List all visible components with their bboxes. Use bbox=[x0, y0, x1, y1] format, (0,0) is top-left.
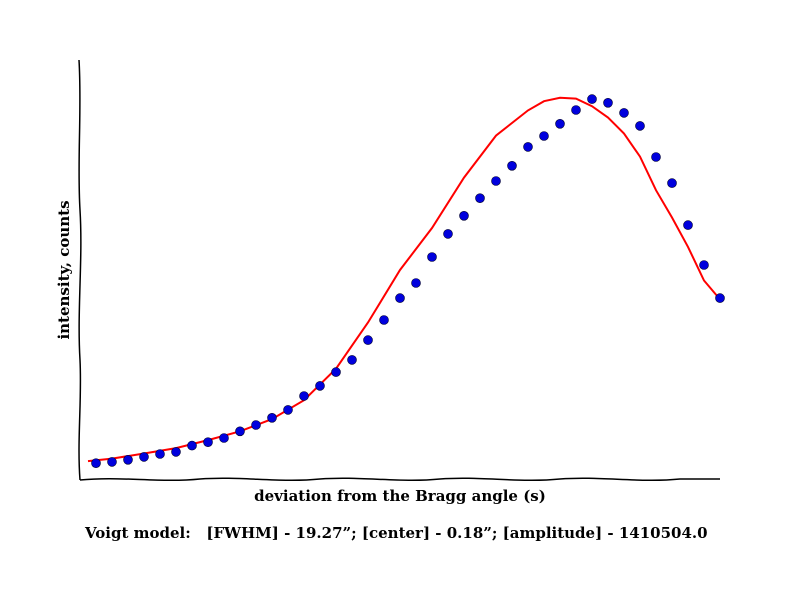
y-axis-label: intensity, counts bbox=[55, 200, 73, 339]
data-point bbox=[219, 433, 229, 443]
y-axis bbox=[78, 59, 82, 481]
data-point bbox=[315, 381, 325, 391]
points-layer bbox=[91, 94, 725, 469]
data-point bbox=[507, 161, 517, 171]
data-point bbox=[443, 229, 453, 239]
data-point bbox=[603, 98, 613, 108]
fit-curve bbox=[87, 96, 721, 463]
data-point bbox=[251, 420, 261, 430]
data-point bbox=[379, 315, 389, 325]
fit-layer bbox=[87, 96, 721, 463]
data-point bbox=[651, 152, 661, 162]
data-point bbox=[635, 121, 645, 131]
data-point bbox=[123, 454, 133, 465]
data-point bbox=[171, 447, 181, 457]
data-point bbox=[155, 449, 165, 459]
data-point bbox=[571, 105, 581, 115]
data-point bbox=[555, 119, 565, 129]
data-point bbox=[235, 426, 245, 437]
data-point bbox=[347, 355, 357, 365]
data-point bbox=[491, 176, 501, 186]
data-point bbox=[587, 94, 597, 104]
data-point bbox=[475, 193, 485, 203]
data-point bbox=[699, 260, 709, 270]
data-point bbox=[187, 440, 197, 451]
data-point bbox=[683, 220, 693, 230]
data-point bbox=[363, 335, 373, 345]
data-point bbox=[267, 412, 277, 423]
data-point bbox=[107, 457, 117, 467]
data-point bbox=[139, 452, 149, 462]
data-point bbox=[715, 293, 725, 303]
data-point bbox=[283, 405, 293, 415]
data-point bbox=[459, 211, 469, 221]
data-point bbox=[667, 178, 677, 188]
data-point bbox=[331, 367, 341, 377]
data-point bbox=[395, 293, 405, 303]
x-axis-label: deviation from the Bragg angle (s) bbox=[254, 487, 546, 505]
chart-caption: Voigt model: [FWHM] - 19.27”; [center] -… bbox=[85, 524, 708, 542]
data-point bbox=[91, 458, 101, 469]
data-point bbox=[427, 252, 437, 262]
data-point bbox=[619, 108, 629, 118]
data-point bbox=[411, 278, 421, 288]
data-point bbox=[523, 142, 533, 152]
data-point bbox=[539, 131, 549, 141]
data-point bbox=[203, 437, 213, 448]
x-axis bbox=[79, 477, 720, 482]
data-point bbox=[299, 391, 309, 401]
